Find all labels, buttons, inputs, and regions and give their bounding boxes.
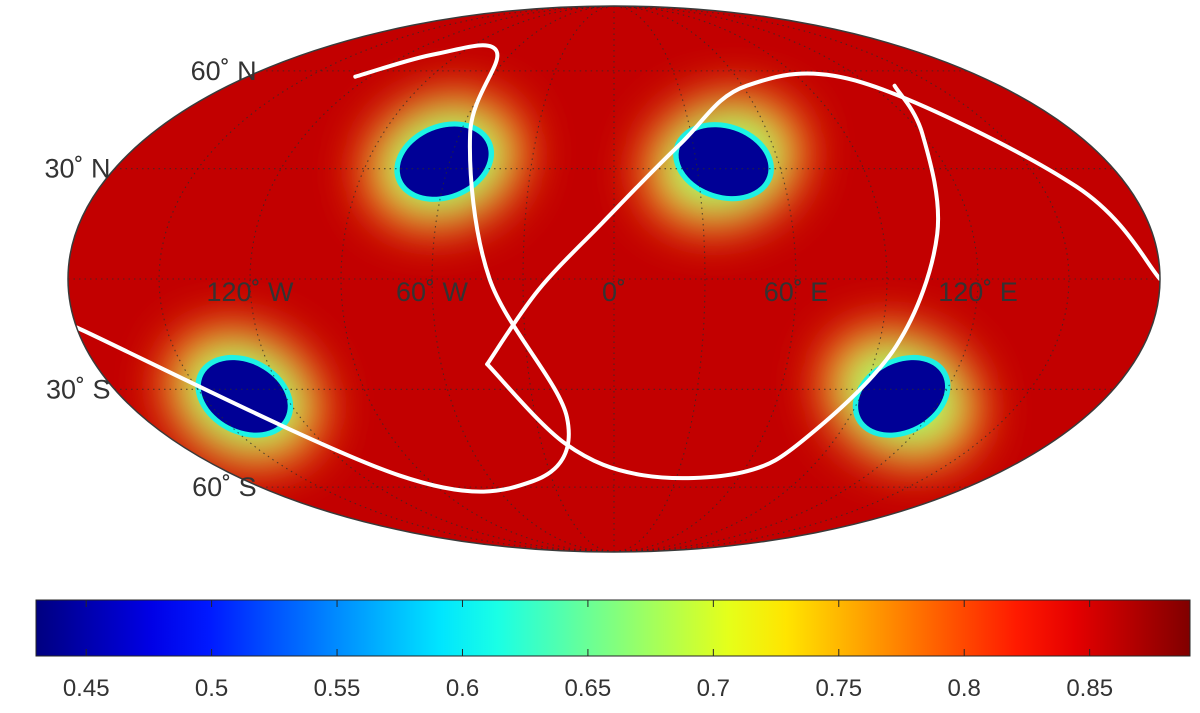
meridian--120 [249, 6, 615, 552]
low-value-regions [160, 90, 986, 470]
white-curve-3 [485, 83, 941, 481]
colorbar-tick-label-2: 0.5 [195, 675, 228, 702]
low-spot-2 [638, 90, 809, 233]
lon-label-5: 120˚ E [938, 277, 1018, 307]
lat-label-4: 60˚ S [192, 472, 257, 502]
lat-label-2: 30˚ N [44, 154, 110, 184]
low-spot-4 [817, 323, 986, 470]
colorbar-tick-label-8: 0.8 [948, 675, 981, 702]
white-curve-2 [485, 71, 1162, 367]
map-outline [67, 5, 1161, 553]
meridian-30 [613, 6, 706, 552]
low-spot-1 [358, 90, 530, 233]
white-curve-1 [74, 43, 571, 494]
colorbar-tick-label-4: 0.6 [446, 675, 479, 702]
colorbar-tick-label-5: 0.65 [565, 675, 612, 702]
lon-label-2: 60˚ W [396, 277, 469, 307]
colorbar-tick-label-9: 0.85 [1066, 675, 1113, 702]
colorbar-tick-label-1: 0.45 [63, 675, 110, 702]
lon-label-1: 120˚ W [206, 277, 294, 307]
colorbar-tick-label-3: 0.55 [314, 675, 361, 702]
colorbar-tick-label-7: 0.75 [815, 675, 862, 702]
colorbar-ticks: 0.45 0.5 0.55 0.6 0.65 0.7 0.75 0.8 0.85 [63, 600, 1113, 702]
meridian--30 [522, 6, 615, 552]
colorbar-gradient [35, 599, 1191, 657]
graticule [68, 6, 1160, 552]
lat-label-1: 60˚ N [191, 56, 257, 86]
colorbar: 0.45 0.5 0.55 0.6 0.65 0.7 0.75 0.8 0.85 [35, 599, 1191, 702]
colorbar-tick-label-6: 0.7 [697, 675, 730, 702]
lon-label-4: 60˚ E [764, 277, 829, 307]
longitude-labels: 120˚ W 60˚ W 0˚ 60˚ E 120˚ E [206, 277, 1017, 307]
white-curves [74, 43, 1162, 494]
lon-label-3: 0˚ [602, 277, 626, 307]
lat-label-3: 30˚ S [46, 374, 111, 404]
meridian-120 [613, 6, 979, 552]
latitude-labels: 60˚ N 30˚ N 30˚ S 60˚ S [44, 56, 256, 502]
